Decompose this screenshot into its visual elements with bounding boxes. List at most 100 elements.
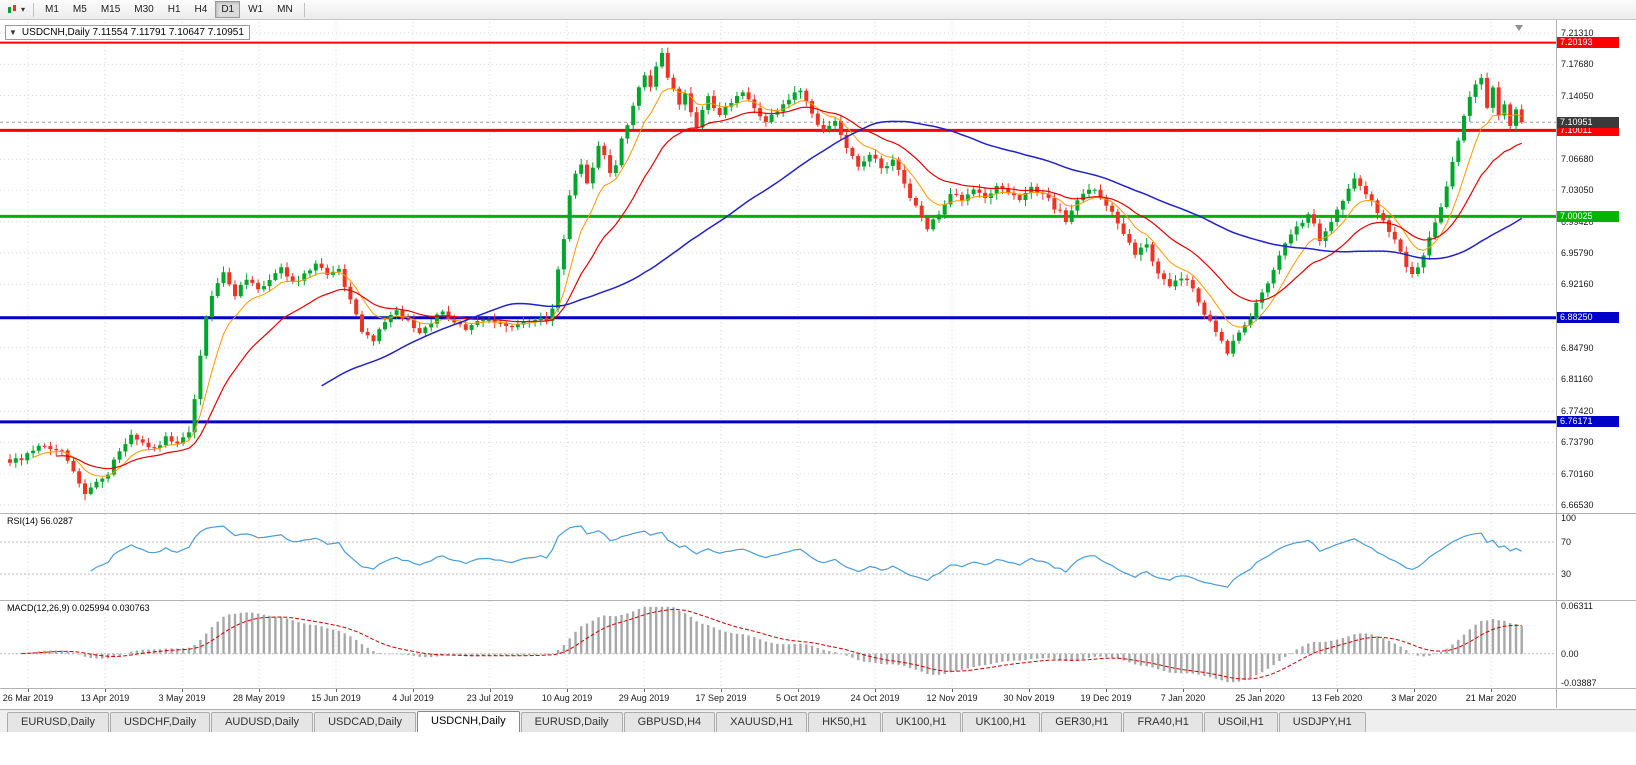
candlestick-series (8, 47, 1524, 501)
time-axis-tick (105, 689, 106, 692)
time-axis-tick (721, 689, 722, 692)
timeframe-button-group: M1 M5 M15 M30 H1 H4 D1 W1 MN (38, 1, 300, 18)
date-label: 25 Jan 2020 (1235, 693, 1285, 703)
chart-tab-FRA40-H1[interactable]: FRA40,H1 (1123, 712, 1203, 732)
grid (0, 22, 1556, 513)
date-label: 19 Dec 2019 (1080, 693, 1132, 703)
chart-tab-USDCHF-Daily[interactable]: USDCHF,Daily (109, 712, 211, 732)
time-axis[interactable] (0, 689, 1556, 708)
chart-tab-EURUSD-Daily[interactable]: EURUSD,Daily (520, 712, 623, 732)
chart-tab-USDCNH-Daily[interactable]: USDCNH,Daily (417, 711, 520, 732)
price-tick: 6.77420 (1561, 406, 1594, 417)
time-axis-tick (1106, 689, 1107, 692)
time-axis-tick (490, 689, 491, 692)
timeframe-button-M30[interactable]: M30 (134, 4, 154, 15)
ma-mid-line (56, 106, 1522, 470)
time-axis-tick (1183, 689, 1184, 692)
time-axis-tick (1414, 689, 1415, 692)
time-axis-tick (644, 689, 645, 692)
timeframe-button-MN[interactable]: MN (277, 4, 293, 15)
time-axis-tick (1029, 689, 1030, 692)
time-axis-tick (875, 689, 876, 692)
rsi-panel-canvas[interactable] (0, 514, 1556, 600)
chart-title-text: USDCNH,Daily 7.11554 7.11791 7.10647 7.1… (21, 27, 244, 38)
date-label: 4 Jul 2019 (392, 693, 434, 703)
rsi-line (90, 525, 1522, 588)
timeframe-button-M5[interactable]: M5 (72, 4, 87, 15)
date-label: 28 May 2019 (232, 693, 286, 703)
time-axis-tick (567, 689, 568, 692)
timeframe-button-D1[interactable]: D1 (215, 1, 241, 18)
ma-fast-line (32, 88, 1522, 477)
chart-window: ▼ USDCNH,Daily 7.11554 7.11791 7.10647 7… (0, 20, 1636, 708)
time-axis-tick (259, 689, 260, 692)
chart-tab-USOil-H1[interactable]: USOil,H1 (1203, 712, 1278, 732)
date-label: 5 Oct 2019 (775, 693, 821, 703)
chevron-down-icon: ▾ (20, 5, 25, 14)
panel-splitter[interactable] (0, 600, 1636, 601)
panel-splitter[interactable] (0, 513, 1636, 514)
time-axis-tick (1491, 689, 1492, 692)
chart-tab-bar: EURUSD,Daily USDCHF,Daily AUDUSD,Daily USDC… (0, 709, 1636, 732)
macd-scale-tick: 0.00 (1561, 648, 1579, 659)
date-label: 10 Aug 2019 (541, 693, 593, 703)
time-axis-tick (413, 689, 414, 692)
chart-type-icon[interactable]: ▾ (3, 1, 29, 19)
time-axis-tick (28, 689, 29, 692)
timeframe-button-H1[interactable]: H1 (167, 4, 181, 15)
chart-title[interactable]: ▼ USDCNH,Daily 7.11554 7.11791 7.10647 7… (5, 25, 250, 40)
macd-label: MACD(12,26,9) 0.025994 0.030763 (7, 603, 150, 613)
chart-tab-HK50-H1[interactable]: HK50,H1 (808, 712, 881, 732)
time-axis-tick (336, 689, 337, 692)
toolbar: ▾ M1 M5 M15 M30 H1 H4 D1 W1 MN (0, 0, 1636, 20)
date-label: 15 Jun 2019 (311, 693, 361, 703)
price-tick: 6.66530 (1561, 499, 1594, 510)
chart-tab-GBPUSD-H4[interactable]: GBPUSD,H4 (623, 712, 716, 732)
date-label: 13 Apr 2019 (80, 693, 130, 703)
toolbar-separator (33, 2, 34, 17)
chart-tab-EURUSD-Daily[interactable]: EURUSD,Daily (7, 712, 109, 732)
horizontal-level-lines[interactable] (0, 41, 1556, 424)
date-label: 7 Jan 2020 (1160, 693, 1206, 703)
price-tick: 6.73790 (1561, 437, 1594, 448)
price-tick: 6.92160 (1561, 279, 1594, 290)
timeframe-button-W1[interactable]: W1 (248, 4, 264, 15)
price-level-badge: 7.20193 (1557, 37, 1619, 49)
timeframe-button-M15[interactable]: M15 (100, 4, 121, 15)
rsi-label: RSI(14) 56.0287 (7, 516, 74, 526)
axis-separator (0, 688, 1636, 689)
chart-tab-XAUUSD-H1[interactable]: XAUUSD,H1 (716, 712, 808, 732)
chart-tab-USDCAD-Daily[interactable]: USDCAD,Daily (314, 712, 417, 732)
chart-tab-USDJPY-H1[interactable]: USDJPY,H1 (1278, 712, 1366, 732)
date-label: 24 Oct 2019 (850, 693, 900, 703)
timeframe-button-M1[interactable]: M1 (45, 4, 59, 15)
macd-panel-canvas[interactable] (0, 601, 1556, 688)
ma-slow-line (321, 120, 1523, 387)
price-level-badge: 6.88250 (1557, 312, 1619, 324)
price-tick: 7.21310 (1561, 28, 1594, 38)
date-label: 13 Feb 2020 (1311, 693, 1363, 703)
price-level-badge: 7.00025 (1557, 210, 1619, 222)
chart-tab-AUDUSD-Daily[interactable]: AUDUSD,Daily (211, 712, 314, 732)
price-tick: 7.14050 (1561, 90, 1594, 101)
chart-tab-UK100-H1[interactable]: UK100,H1 (961, 712, 1041, 732)
main-chart-canvas[interactable] (0, 22, 1556, 513)
timeframe-button-H4[interactable]: H4 (194, 4, 208, 15)
grid (27, 514, 1492, 600)
macd-histogram (14, 606, 1523, 683)
one-click-trading-icon[interactable]: ▼ (9, 28, 17, 37)
chart-tab-GER30-H1[interactable]: GER30,H1 (1041, 712, 1123, 732)
time-axis-tick (182, 689, 183, 692)
price-level-badge: 6.76171 (1557, 416, 1619, 428)
date-label: 21 Mar 2020 (1465, 693, 1517, 703)
chart-tab-UK100-H1[interactable]: UK100,H1 (881, 712, 961, 732)
macd-signal-line (21, 608, 1522, 680)
macd-scale-tick: 0.06311 (1561, 601, 1593, 611)
rsi-scale-tick: 100 (1561, 513, 1577, 523)
current-price-badge: 7.10951 (1557, 116, 1619, 128)
chart-shift-marker[interactable] (1515, 25, 1523, 31)
price-level-badge: 7.10011 (1557, 124, 1619, 136)
date-label: 12 Nov 2019 (926, 693, 978, 703)
price-tick: 7.06680 (1561, 154, 1594, 165)
